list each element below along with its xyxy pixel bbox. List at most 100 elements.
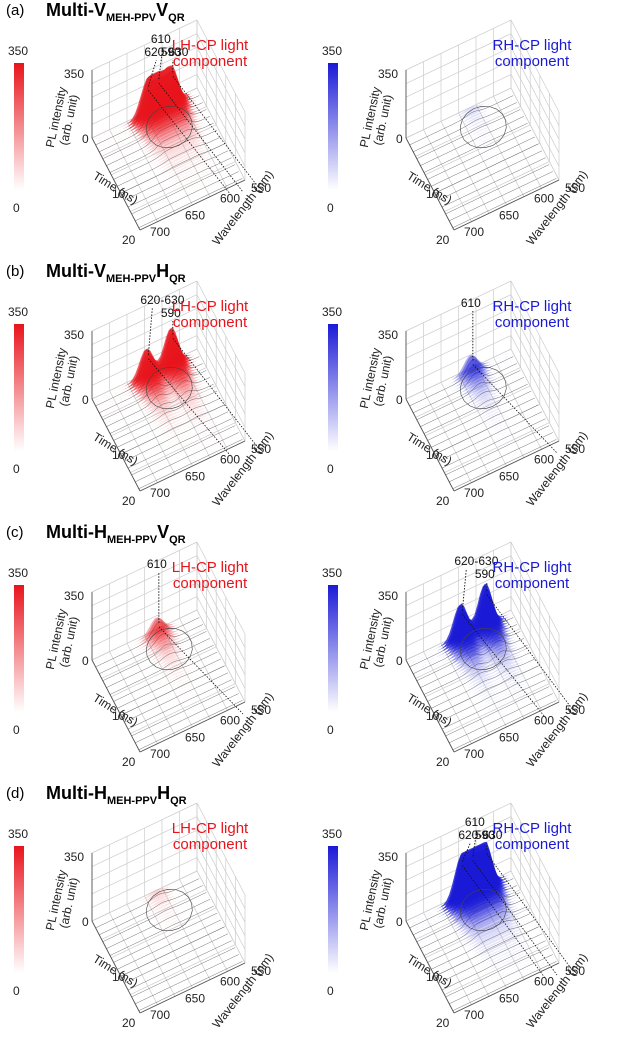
colorbar-max-label: 350 bbox=[322, 305, 342, 319]
wavelength-axis-label: Wavelength (nm) bbox=[209, 429, 276, 509]
z-tick-max: 350 bbox=[64, 589, 84, 603]
row-title: Multi-VMEH-PPVVQR bbox=[46, 0, 185, 24]
peak-label-620-630: 620-630 bbox=[458, 828, 502, 842]
time-tick-10: 10 bbox=[112, 187, 126, 201]
row-title: Multi-HMEH-PPVHQR bbox=[46, 783, 187, 807]
wavelength-tick-550: 550 bbox=[565, 703, 585, 717]
wavelength-tick-650: 650 bbox=[499, 730, 519, 744]
z-axis-label: PL intensity(arb. unit) bbox=[357, 608, 396, 674]
wavelength-tick-550: 550 bbox=[565, 181, 585, 195]
time-tick-20: 20 bbox=[436, 233, 450, 247]
row-title: Multi-VMEH-PPVHQR bbox=[46, 261, 186, 285]
peak-label-610: 610 bbox=[147, 557, 167, 571]
colorbar-max-label: 350 bbox=[322, 566, 342, 580]
panel-label: (a) bbox=[6, 2, 25, 19]
component-label: RH-CP light component bbox=[493, 559, 573, 592]
colorbar-min-label: 0 bbox=[327, 201, 334, 215]
colorbar bbox=[14, 846, 24, 973]
surface bbox=[407, 583, 558, 750]
peak-annotations bbox=[158, 572, 244, 715]
panel-label: (c) bbox=[6, 524, 24, 541]
axes-grid bbox=[405, 19, 560, 231]
peak-label-610: 610 bbox=[461, 296, 481, 310]
peak-annotations bbox=[147, 46, 258, 198]
row-title: Multi-HMEH-PPVVQR bbox=[46, 522, 186, 546]
time-tick-10: 10 bbox=[112, 709, 126, 723]
axes-grid bbox=[405, 280, 560, 492]
peak-annotations bbox=[147, 307, 258, 459]
peak-label-590: 590 bbox=[475, 567, 495, 581]
wavelength-axis-label: Wavelength (nm) bbox=[523, 168, 590, 248]
component-label: LH-CP light component bbox=[172, 559, 249, 592]
time-tick-10: 10 bbox=[426, 187, 440, 201]
z-tick-max: 350 bbox=[64, 850, 84, 864]
wavelength-tick-700: 700 bbox=[150, 486, 170, 500]
surface bbox=[93, 65, 244, 228]
panel-label: (b) bbox=[6, 263, 25, 280]
time-tick-20: 20 bbox=[122, 233, 136, 247]
wavelength-tick-600: 600 bbox=[534, 453, 554, 467]
component-label: RH-CP light component bbox=[493, 820, 573, 853]
wavelength-tick-650: 650 bbox=[185, 469, 205, 483]
surface bbox=[93, 612, 244, 750]
wavelength-tick-550: 550 bbox=[251, 181, 271, 195]
z-tick-max: 350 bbox=[378, 589, 398, 603]
component-label: RH-CP light component bbox=[493, 37, 573, 70]
z-axis-label: PL intensity(arb. unit) bbox=[43, 608, 82, 674]
z-axis-label: PL intensity(arb. unit) bbox=[43, 347, 82, 413]
wavelength-tick-550: 550 bbox=[565, 964, 585, 978]
z-axis-label: PL intensity(arb. unit) bbox=[43, 869, 82, 935]
colorbar bbox=[328, 324, 338, 451]
peak-label-610: 610 bbox=[151, 32, 171, 46]
wavelength-tick-600: 600 bbox=[220, 192, 240, 206]
colorbar-max-label: 350 bbox=[8, 44, 28, 58]
surface bbox=[407, 351, 558, 489]
time-tick-20: 20 bbox=[122, 755, 136, 769]
colorbar-max-label: 350 bbox=[322, 827, 342, 841]
wavelength-tick-650: 650 bbox=[499, 208, 519, 222]
peak-annotations bbox=[472, 311, 558, 454]
wavelength-tick-700: 700 bbox=[464, 747, 484, 761]
peak-label-590: 590 bbox=[161, 45, 181, 59]
time-tick-20: 20 bbox=[436, 755, 450, 769]
wavelength-tick-600: 600 bbox=[220, 453, 240, 467]
z-tick-zero: 0 bbox=[82, 654, 89, 668]
colorbar bbox=[328, 846, 338, 973]
figure-row-b: (b) Multi-VMEH-PPVHQR 350 0 590 620-630 LH-CP … bbox=[0, 261, 628, 519]
peak-label-590: 590 bbox=[475, 828, 495, 842]
peak-label-610: 610 bbox=[465, 815, 485, 829]
time-tick-10: 10 bbox=[426, 709, 440, 723]
wavelength-tick-700: 700 bbox=[464, 225, 484, 239]
z-tick-zero: 0 bbox=[82, 393, 89, 407]
wavelength-axis-label: Wavelength (nm) bbox=[523, 690, 590, 770]
z-tick-max: 350 bbox=[378, 850, 398, 864]
time-tick-10: 10 bbox=[426, 970, 440, 984]
peak-label-590: 590 bbox=[161, 306, 181, 320]
z-tick-zero: 0 bbox=[82, 915, 89, 929]
wavelength-tick-600: 600 bbox=[534, 714, 554, 728]
time-tick-20: 20 bbox=[122, 494, 136, 508]
colorbar-min-label: 0 bbox=[327, 984, 334, 998]
z-tick-max: 350 bbox=[378, 67, 398, 81]
peak-label-620-630: 620-630 bbox=[144, 45, 188, 59]
surface bbox=[407, 841, 558, 1011]
time-tick-10: 10 bbox=[426, 448, 440, 462]
wavelength-tick-550: 550 bbox=[251, 703, 271, 717]
wavelength-tick-650: 650 bbox=[499, 469, 519, 483]
z-axis-label: PL intensity(arb. unit) bbox=[357, 869, 396, 935]
z-tick-zero: 0 bbox=[396, 393, 403, 407]
colorbar bbox=[14, 63, 24, 190]
colorbar-min-label: 0 bbox=[327, 723, 334, 737]
axes-grid bbox=[91, 802, 246, 1014]
colorbar-max-label: 350 bbox=[8, 305, 28, 319]
component-label: LH-CP light component bbox=[172, 298, 249, 331]
wavelength-axis-label: Wavelength (nm) bbox=[209, 690, 276, 770]
peak-annotations bbox=[461, 568, 572, 720]
time-tick-20: 20 bbox=[436, 1016, 450, 1030]
peak-annotations bbox=[461, 829, 572, 981]
